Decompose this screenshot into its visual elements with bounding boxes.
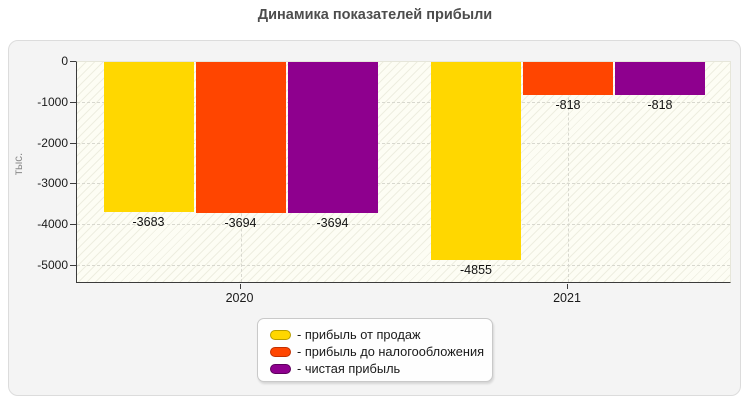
bar-value-label: -818 xyxy=(555,98,581,113)
legend-item: - прибыль от продаж xyxy=(270,326,492,343)
legend-swatch xyxy=(270,329,291,340)
v-gridline xyxy=(568,62,569,282)
chart-title: Динамика показателей прибыли xyxy=(257,7,493,23)
legend-item-label: - чистая прибыль xyxy=(297,361,401,376)
bar-2020-series1 xyxy=(195,62,286,213)
legend-item: - чистая прибыль xyxy=(270,360,492,377)
legend: - прибыль от продаж - прибыль до налогооб… xyxy=(257,318,493,382)
bar-value-label: -4855 xyxy=(460,263,492,278)
legend-item-label: - прибыль от продаж xyxy=(297,327,421,342)
y-tick-mark xyxy=(70,101,76,103)
y-tick-label: -4000 xyxy=(37,217,68,232)
bar-2020-series2 xyxy=(287,62,378,213)
legend-swatch xyxy=(270,363,291,374)
x-tick-label: 2020 xyxy=(225,291,254,305)
bar-value-label: -3694 xyxy=(224,215,257,230)
bar-2021-series0 xyxy=(431,62,521,261)
y-tick-label: -5000 xyxy=(37,258,68,272)
bar-value-label: -818 xyxy=(647,98,673,113)
h-gridline xyxy=(77,101,730,103)
h-gridline xyxy=(77,183,730,185)
legend-item: - прибыль до налогообложения xyxy=(270,343,492,360)
y-tick-mark xyxy=(70,61,76,62)
y-tick-label: -2000 xyxy=(37,135,68,150)
legend-item-label: - прибыль до налогообложения xyxy=(297,344,485,359)
bar-2021-series1 xyxy=(523,62,613,96)
bar-2020-series0 xyxy=(103,62,194,213)
y-tick-label: -1000 xyxy=(37,94,68,109)
h-gridline xyxy=(77,224,730,226)
bar-value-label: -3683 xyxy=(132,215,165,230)
x-tick-mark xyxy=(567,284,568,289)
legend-swatch xyxy=(270,346,291,357)
y-tick-mark xyxy=(70,265,76,266)
bar-value-label: -3694 xyxy=(316,215,349,230)
y-tick-mark xyxy=(70,183,76,185)
plot-area: -3683 -3694 -3694 -4855 -818 -818 xyxy=(76,61,731,283)
x-tick-label: 2021 xyxy=(553,291,581,305)
h-gridline xyxy=(77,142,730,144)
y-tick-mark xyxy=(70,142,76,144)
bar-2021-series2 xyxy=(615,62,705,96)
h-gridline xyxy=(77,265,730,266)
y-tick-label: 0 xyxy=(61,54,68,68)
y-tick-mark xyxy=(70,224,76,226)
x-tick-mark xyxy=(239,284,241,289)
y-tick-label: -3000 xyxy=(37,176,68,191)
